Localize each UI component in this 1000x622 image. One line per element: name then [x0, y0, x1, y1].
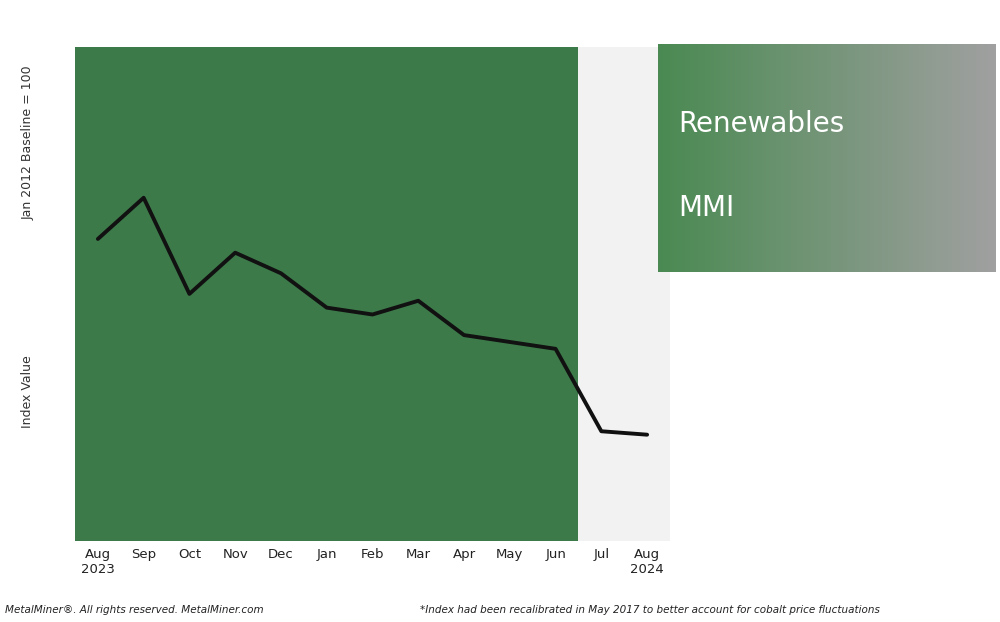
Text: *Index had been recalibrated in May 2017 to better account for cobalt price fluc: *Index had been recalibrated in May 2017… — [420, 605, 880, 615]
Text: Index Value: Index Value — [22, 356, 34, 428]
FancyArrow shape — [692, 435, 759, 462]
Text: MetalMiner®. All rights reserved. MetalMiner.com: MetalMiner®. All rights reserved. MetalM… — [5, 605, 264, 615]
Text: MMI: MMI — [678, 194, 734, 222]
Text: Jan 2012 Baseline = 100: Jan 2012 Baseline = 100 — [22, 66, 35, 220]
Text: Renewables: Renewables — [678, 109, 844, 137]
Text: July to
August,
Sideways
(Down 1.29%): July to August, Sideways (Down 1.29%) — [800, 402, 941, 495]
Bar — [578, 47, 670, 541]
